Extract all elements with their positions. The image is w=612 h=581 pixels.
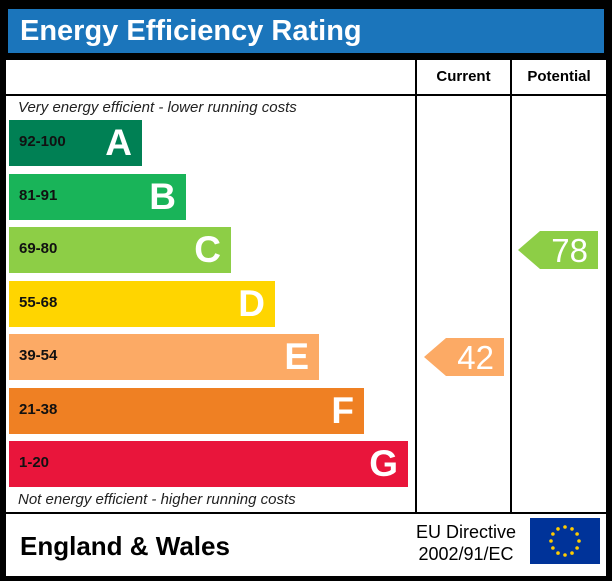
band-range-label: 55-68	[19, 294, 58, 311]
region-label: England & Wales	[20, 531, 230, 561]
eu-star-icon	[570, 527, 574, 531]
band-d: 55-68 D	[9, 281, 275, 327]
eu-flag-icon	[530, 518, 600, 564]
band-range-label: 92-100	[19, 133, 66, 150]
eu-star-icon	[575, 546, 579, 550]
band-letter-label: A	[105, 122, 132, 163]
header-divider	[6, 94, 606, 96]
eu-star-icon	[570, 551, 574, 555]
band-range-label: 81-91	[19, 187, 58, 204]
eu-star-icon	[549, 539, 553, 543]
current-column-divider	[415, 60, 417, 514]
chart-title: Energy Efficiency Rating	[20, 15, 362, 47]
eu-star-icon	[551, 546, 555, 550]
band-range-label: 39-54	[19, 347, 58, 364]
potential-column-divider	[510, 60, 512, 514]
band-b: 81-91 B	[9, 174, 186, 220]
band-g: 1-20 G	[9, 441, 408, 487]
eu-star-icon	[551, 532, 555, 536]
band-letter-label: F	[331, 390, 354, 431]
eu-star-icon	[563, 525, 567, 529]
current-header: Current	[436, 68, 491, 85]
band-f: 21-38 F	[9, 388, 364, 434]
directive-line-2: 2002/91/EC	[418, 544, 514, 564]
band-letter-label: D	[238, 283, 265, 324]
band-e: 39-54 E	[9, 334, 319, 380]
band-range-label: 1-20	[19, 454, 50, 471]
bottom-note: Not energy efficient - higher running co…	[18, 491, 296, 508]
band-range-label: 21-38	[19, 401, 58, 418]
band-c: 69-80 C	[9, 227, 231, 273]
eu-star-icon	[577, 539, 581, 543]
directive-line-1: EU Directive	[415, 522, 517, 542]
band-range-label: 69-80	[19, 240, 58, 257]
eu-star-icon	[556, 527, 560, 531]
potential-header: Potential	[527, 68, 591, 85]
eu-directive: EU Directive 2002/91/EC	[407, 521, 525, 565]
band-letter-label: B	[149, 176, 176, 217]
band-a: 92-100 A	[9, 120, 142, 166]
top-note: Very energy efficient - lower running co…	[18, 99, 297, 116]
eu-star-icon	[563, 553, 567, 557]
eu-star-icon	[556, 551, 560, 555]
potential-rating-arrow-value: 78	[551, 232, 588, 269]
current-rating-arrow-value: 42	[457, 339, 494, 376]
title-bar: Energy Efficiency Rating	[8, 9, 604, 53]
band-letter-label: C	[194, 229, 221, 270]
footer-divider	[6, 512, 606, 514]
band-letter-label: E	[284, 336, 309, 377]
eu-stars-icon	[549, 525, 581, 557]
band-letter-label: G	[369, 443, 398, 484]
eu-star-icon	[575, 532, 579, 536]
